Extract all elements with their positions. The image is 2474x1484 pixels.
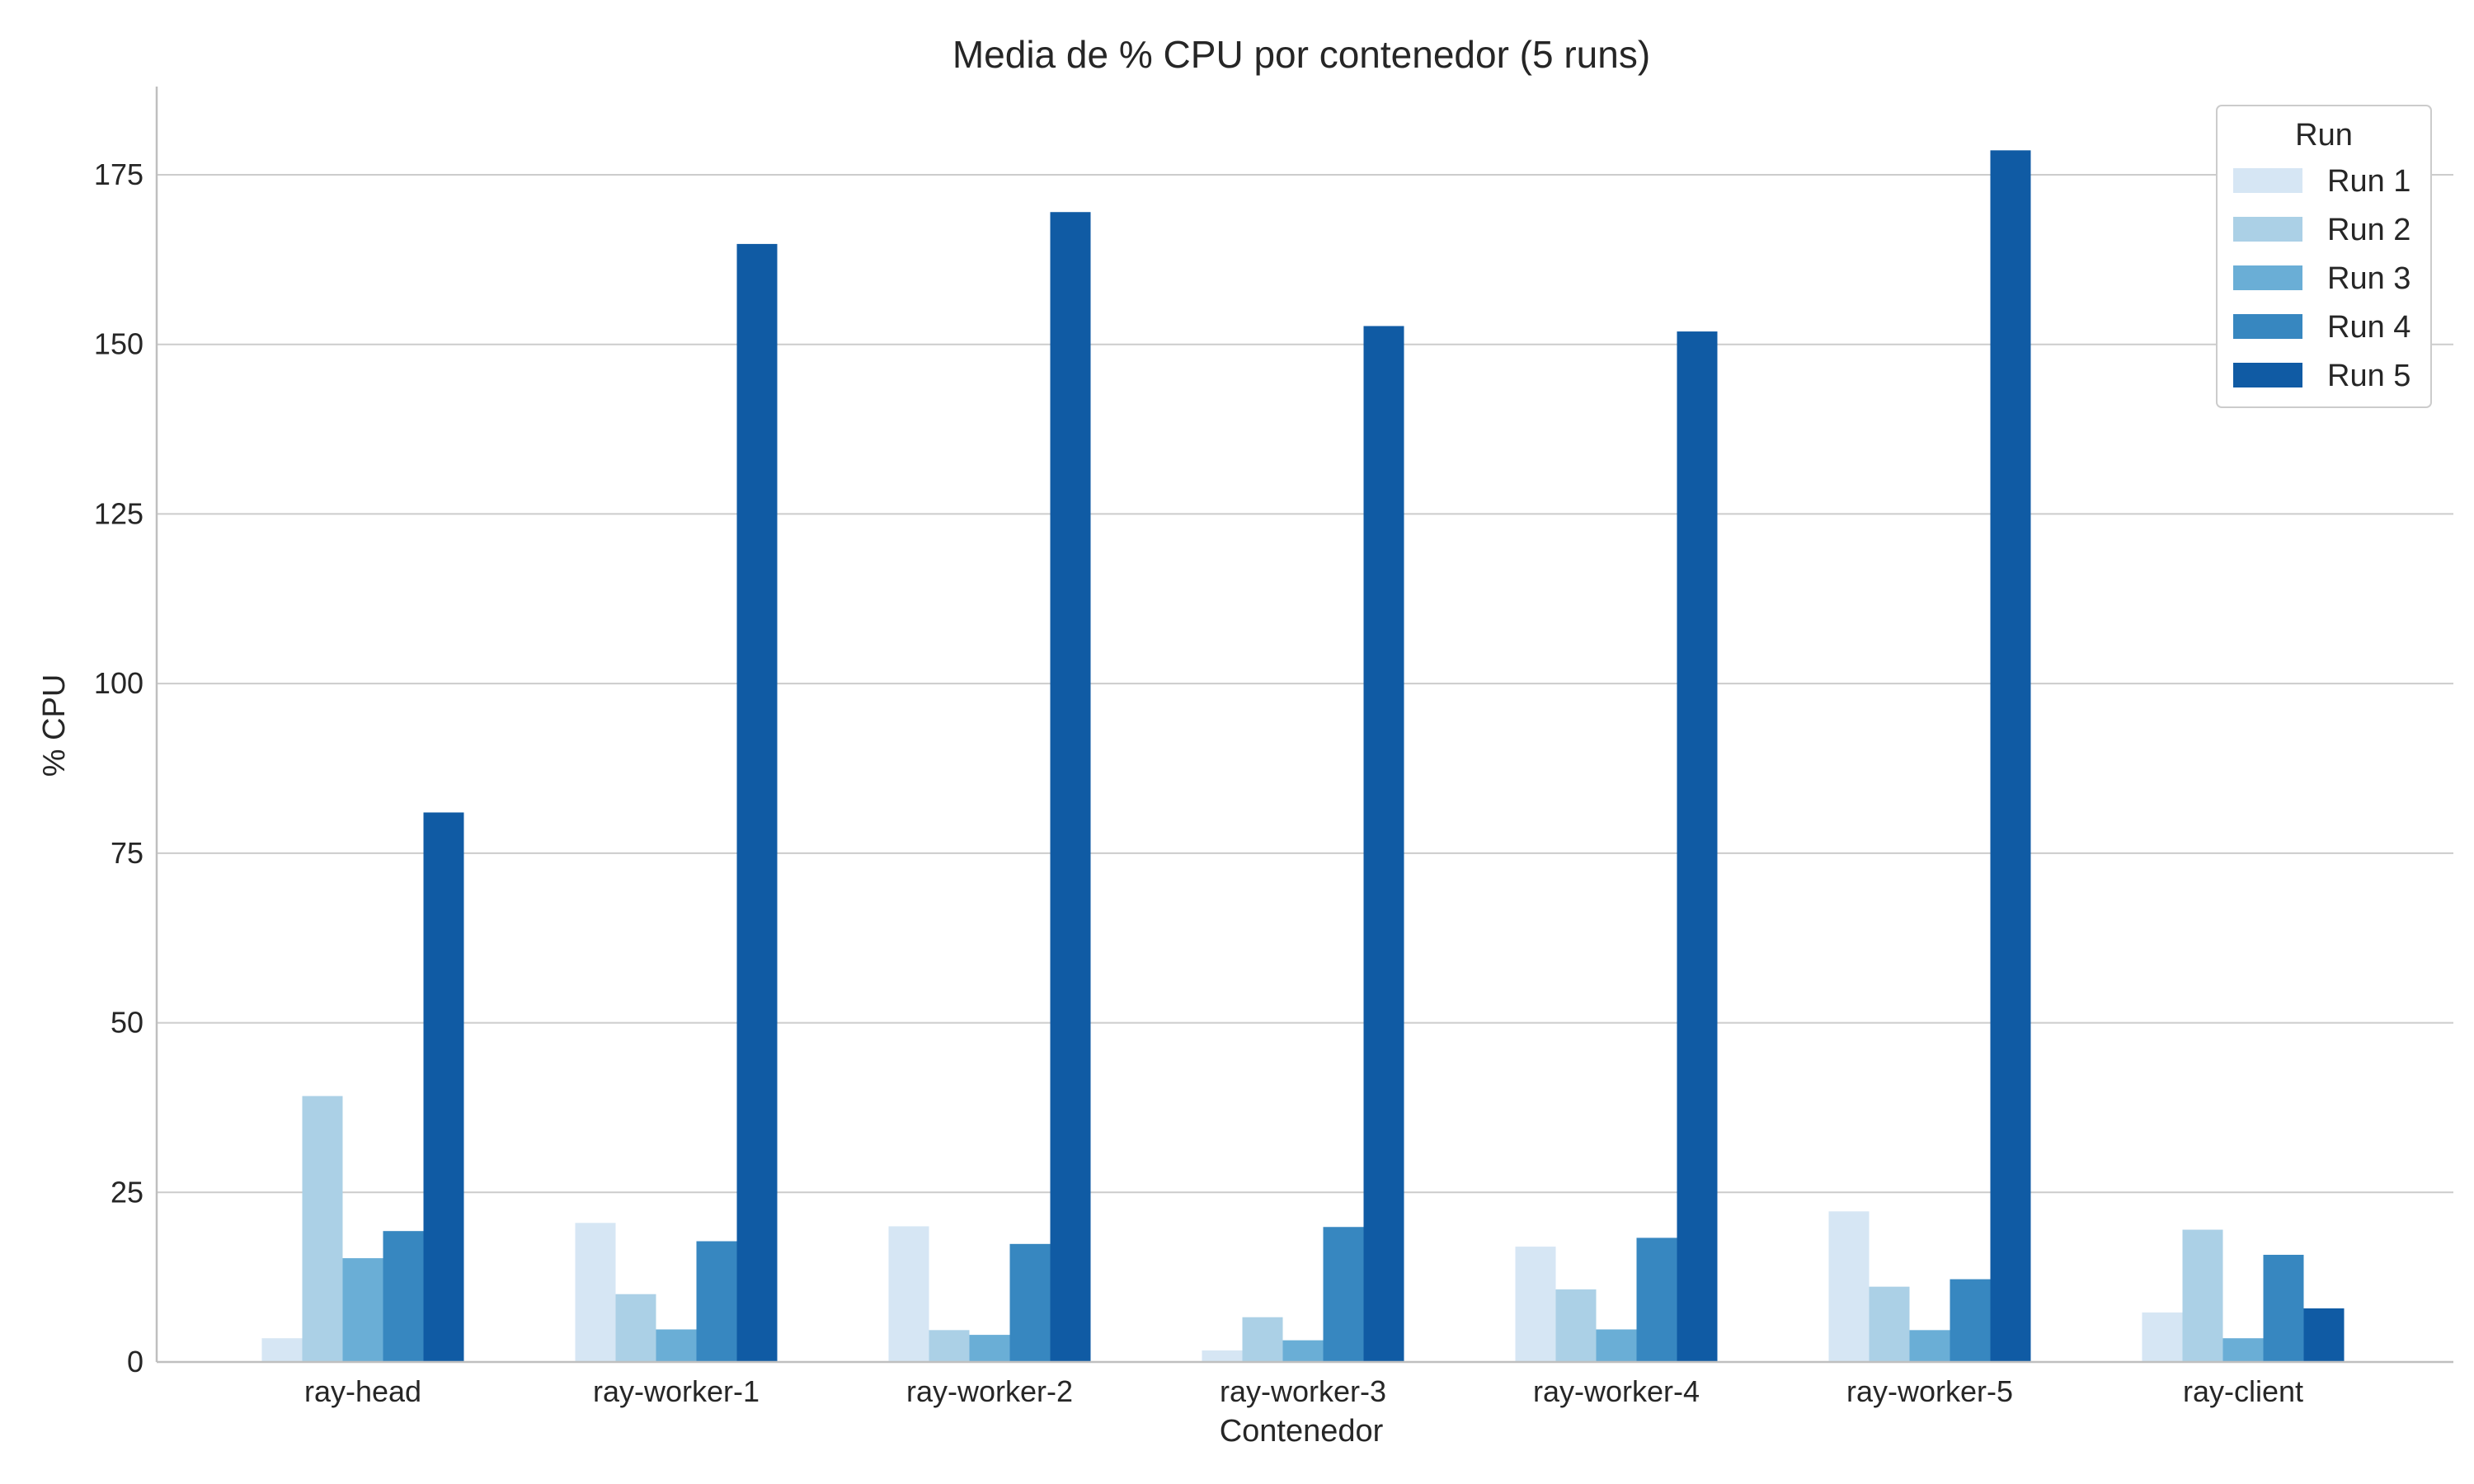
bar-ray-worker-3-run-5	[1363, 326, 1404, 1363]
bar-ray-worker-3-run-4	[1323, 1227, 1364, 1362]
legend-swatch-run-3	[2233, 265, 2302, 290]
x-tick-label: ray-head	[304, 1374, 421, 1408]
legend-swatch-run-1	[2233, 168, 2302, 193]
legend: Run Run 1 Run 2 Run 3 Run 4 Run 5	[2216, 105, 2432, 408]
bar-ray-worker-4-run-1	[1515, 1247, 1556, 1362]
x-tick-label: ray-worker-5	[1846, 1374, 2013, 1408]
bar-ray-head-run-3	[342, 1258, 383, 1362]
bar-ray-head-run-1	[261, 1338, 303, 1362]
bar-ray-worker-1-run-4	[696, 1241, 737, 1362]
bar-ray-client-run-4	[2263, 1254, 2304, 1362]
bar-ray-client-run-5	[2303, 1308, 2345, 1362]
bar-ray-worker-1-run-5	[736, 243, 778, 1362]
y-tick-label: 25	[111, 1175, 143, 1209]
x-tick-label: ray-worker-3	[1220, 1374, 1386, 1408]
x-tick-label: ray-worker-1	[593, 1374, 760, 1408]
y-axis-title: % CPU	[37, 674, 72, 777]
bar-ray-worker-3-run-2	[1242, 1317, 1283, 1362]
bar-ray-client-run-1	[2142, 1312, 2183, 1362]
legend-title: Run	[2295, 118, 2353, 153]
bar-ray-worker-5-run-5	[1990, 150, 2031, 1363]
bar-ray-worker-4-run-3	[1596, 1329, 1637, 1362]
legend-label-run-2: Run 2	[2327, 213, 2411, 247]
bar-ray-worker-2-run-4	[1009, 1243, 1051, 1362]
tick-labels: 0 25 50 75 100 125 150 175 ray-head ray-worker-1 r…	[94, 157, 2303, 1408]
bar-ray-worker-4-run-5	[1677, 331, 1718, 1363]
y-tick-label: 100	[94, 666, 143, 700]
bar-ray-worker-2-run-1	[888, 1226, 929, 1362]
axes	[155, 87, 2453, 1364]
bar-ray-worker-5-run-4	[1950, 1279, 1991, 1362]
bar-ray-worker-1-run-1	[575, 1223, 616, 1362]
bar-ray-worker-1-run-3	[656, 1329, 697, 1362]
legend-swatch-run-2	[2233, 217, 2302, 242]
bar-ray-client-run-2	[2182, 1229, 2223, 1362]
y-tick-label: 0	[127, 1345, 143, 1378]
bar-ray-worker-3-run-1	[1202, 1350, 1243, 1362]
y-tick-label: 50	[111, 1006, 143, 1040]
bar-ray-worker-4-run-2	[1555, 1289, 1597, 1362]
bar-ray-client-run-3	[2222, 1338, 2264, 1362]
bar-ray-worker-4-run-4	[1636, 1237, 1677, 1362]
chart-title: Media de % CPU por contenedor (5 runs)	[952, 33, 1650, 76]
legend-label-run-4: Run 4	[2327, 310, 2411, 345]
grid-lines	[157, 173, 2453, 1194]
bar-ray-head-run-5	[423, 812, 464, 1362]
bar-ray-worker-2-run-3	[969, 1335, 1010, 1362]
y-tick-label: 150	[94, 327, 143, 361]
y-tick-label: 75	[111, 836, 143, 870]
y-tick-label: 125	[94, 496, 143, 530]
x-axis-title: Contenedor	[1220, 1414, 1384, 1449]
y-tick-label: 175	[94, 157, 143, 191]
bar-ray-head-run-4	[383, 1231, 424, 1362]
legend-swatch-run-4	[2233, 314, 2302, 339]
bar-ray-worker-1-run-2	[615, 1294, 656, 1362]
legend-label-run-5: Run 5	[2327, 359, 2411, 393]
x-tick-label: ray-worker-2	[906, 1374, 1073, 1408]
bar-ray-worker-2-run-2	[929, 1330, 970, 1362]
bar-ray-worker-3-run-3	[1282, 1340, 1324, 1362]
x-tick-label: ray-client	[2183, 1374, 2303, 1408]
legend-swatch-run-5	[2233, 363, 2302, 387]
x-tick-label: ray-worker-4	[1533, 1374, 1700, 1408]
bar-ray-worker-5-run-1	[1828, 1211, 1870, 1362]
bar-ray-worker-5-run-2	[1869, 1286, 1910, 1362]
bar-ray-worker-2-run-5	[1050, 212, 1091, 1362]
bar-ray-worker-5-run-3	[1909, 1330, 1950, 1362]
bar-ray-head-run-2	[302, 1096, 343, 1362]
legend-label-run-1: Run 1	[2327, 164, 2411, 199]
legend-label-run-3: Run 3	[2327, 261, 2411, 296]
bars	[261, 150, 2345, 1363]
